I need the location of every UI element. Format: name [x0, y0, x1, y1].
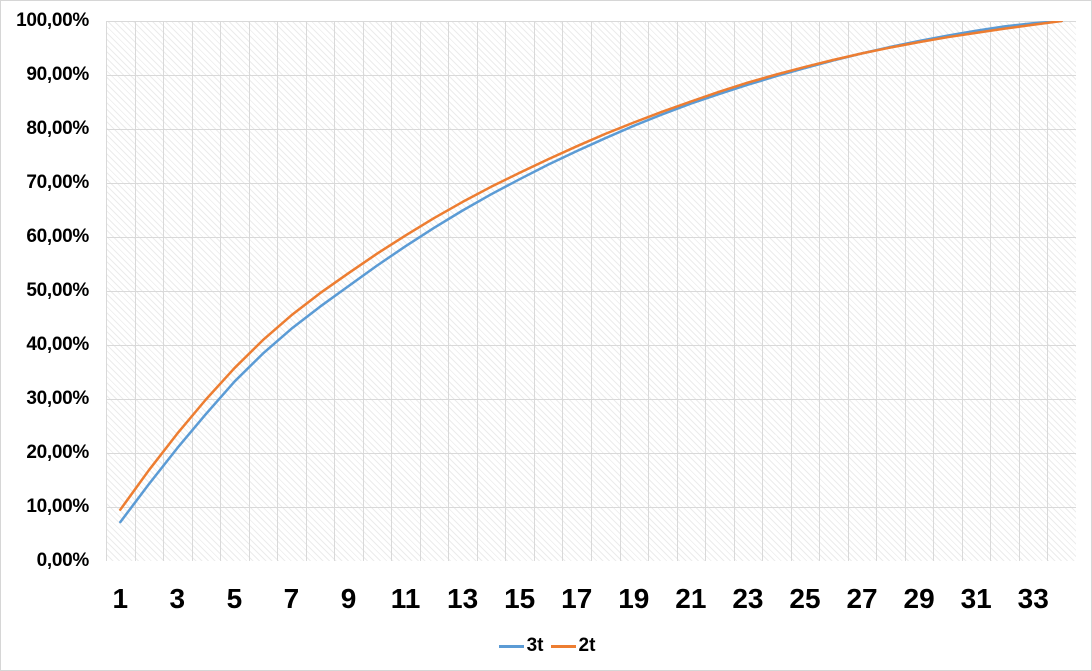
x-axis-tick-label: 21 — [675, 583, 707, 614]
legend-item-3t[interactable]: 3t — [498, 635, 544, 657]
x-axis-tick-label: 3 — [169, 583, 186, 614]
y-axis-tick-label: 60,00% — [26, 226, 89, 247]
y-axis-tick-label: 50,00% — [26, 280, 89, 301]
x-axis-tick-label: 27 — [846, 583, 878, 614]
legend-label: 3t — [526, 635, 544, 656]
x-axis-tick-label: 5 — [226, 583, 243, 614]
y-axis: 0,00% 10,00% 20,00% 30,00% 40,00% 50,00% 60,00… — [1, 1, 89, 581]
x-axis-tick-label: 1 — [112, 583, 129, 614]
y-axis-tick-label: 80,00% — [26, 118, 89, 139]
series-3t-line-swatch — [498, 644, 524, 648]
legend: 3t 2t — [1, 632, 1091, 660]
x-axis-tick-label: 29 — [903, 583, 935, 614]
y-axis-tick-label: 10,00% — [26, 496, 89, 517]
x-axis: 1 3 5 7 9 11 13 15 17 19 21 23 25 27 29 31 33 — [1, 579, 1091, 625]
y-axis-tick-label: 90,00% — [26, 64, 89, 85]
y-axis-tick-label: 100,00% — [16, 10, 89, 31]
series-line-2t[interactable] — [119, 21, 1063, 511]
x-axis-tick-label: 13 — [447, 583, 479, 614]
series-2t-line-swatch — [550, 644, 576, 648]
y-axis-tick-label: 30,00% — [26, 388, 89, 409]
x-axis-tick-label: 23 — [732, 583, 764, 614]
x-axis-tick-label: 7 — [283, 583, 300, 614]
x-axis-tick-label: 31 — [960, 583, 992, 614]
plot-canvas — [106, 21, 1076, 561]
x-axis-tick-label: 9 — [340, 583, 357, 614]
x-axis-tick-label: 25 — [789, 583, 821, 614]
y-axis-tick-label: 0,00% — [36, 550, 90, 571]
y-axis-tick-label: 20,00% — [26, 442, 89, 463]
plot-area[interactable] — [106, 21, 1076, 561]
y-axis-tick-label: 40,00% — [26, 334, 89, 355]
x-axis-tick-label: 17 — [561, 583, 593, 614]
y-axis-tick-label: 70,00% — [26, 172, 89, 193]
legend-label: 2t — [578, 635, 596, 656]
legend-item-2t[interactable]: 2t — [550, 635, 596, 657]
x-axis-tick-label: 33 — [1017, 583, 1049, 614]
x-axis-tick-label: 11 — [390, 583, 421, 614]
x-axis-tick-label: 15 — [504, 583, 536, 614]
x-axis-tick-label: 19 — [618, 583, 650, 614]
